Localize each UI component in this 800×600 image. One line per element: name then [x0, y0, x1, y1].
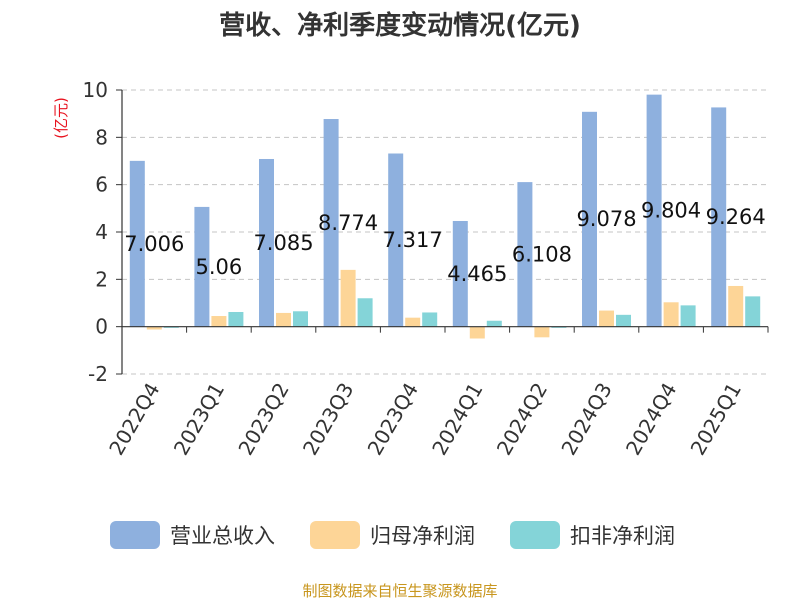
bar	[357, 298, 373, 327]
x-tick-label: 2023Q4	[363, 379, 423, 460]
bar	[486, 320, 502, 327]
legend-label: 营业总收入	[170, 524, 275, 548]
bar	[276, 312, 291, 327]
bar	[340, 269, 356, 327]
y-tick-label: 0	[95, 315, 108, 339]
x-tick-label: 2024Q4	[621, 379, 681, 460]
bar	[323, 119, 339, 327]
y-tick-label: 10	[83, 78, 108, 102]
x-tick-label: 2025Q1	[686, 379, 746, 460]
x-tick-label: 2024Q2	[492, 379, 552, 460]
legend-swatch	[310, 521, 360, 549]
data-label: 9.804	[641, 199, 701, 223]
data-label: 9.078	[576, 207, 636, 231]
bar	[405, 317, 421, 327]
bar	[194, 206, 210, 327]
data-label: 9.264	[706, 205, 766, 229]
bar	[680, 305, 696, 327]
source-note: 制图数据来自恒生聚源数据库	[302, 582, 497, 600]
x-tick-label: 2023Q1	[169, 379, 229, 460]
bar	[129, 160, 145, 327]
bar	[582, 111, 597, 327]
data-label: 7.085	[253, 231, 313, 255]
y-axis-label: (亿元)	[52, 97, 70, 139]
legend: 营业总收入 归母净利润 扣非净利润	[110, 521, 675, 549]
bar	[388, 153, 404, 327]
data-label: 6.108	[512, 242, 572, 266]
bar	[534, 326, 550, 338]
x-tick-label: 2022Q4	[104, 379, 164, 460]
data-label: 7.317	[383, 228, 443, 252]
data-label: 5.06	[196, 255, 243, 279]
bar	[616, 314, 631, 327]
y-tick-label: 6	[95, 173, 108, 197]
chart-title: 营收、净利季度变动情况(亿元)	[219, 10, 581, 41]
x-tick-label: 2023Q2	[233, 379, 293, 460]
x-tick-label: 2023Q3	[298, 379, 358, 460]
bar	[646, 94, 662, 327]
legend-swatch	[110, 521, 160, 549]
x-tick-label: 2024Q1	[427, 379, 487, 460]
y-tick-label: 2	[95, 267, 108, 291]
data-label: 8.774	[318, 211, 378, 235]
y-tick-label: 4	[95, 220, 108, 244]
data-label: 7.006	[124, 232, 184, 256]
bar	[211, 316, 227, 327]
y-tick-label: -2	[88, 362, 108, 386]
bar	[745, 296, 761, 327]
bar	[711, 107, 727, 327]
bar	[599, 310, 614, 327]
bar	[146, 326, 162, 330]
bar	[228, 311, 244, 327]
bars	[129, 94, 761, 339]
bar	[728, 285, 744, 327]
bar	[422, 312, 438, 327]
legend-swatch	[510, 521, 560, 549]
bar	[293, 311, 308, 327]
bar	[469, 326, 485, 339]
legend-label: 归母净利润	[370, 524, 475, 548]
bar	[663, 302, 679, 327]
bar	[517, 182, 533, 327]
bar	[259, 158, 274, 327]
data-label: 4.465	[447, 262, 507, 286]
x-tick-label: 2024Q3	[556, 379, 616, 460]
bar	[452, 220, 468, 327]
legend-label: 扣非净利润	[570, 524, 675, 548]
y-tick-label: 8	[95, 125, 108, 149]
